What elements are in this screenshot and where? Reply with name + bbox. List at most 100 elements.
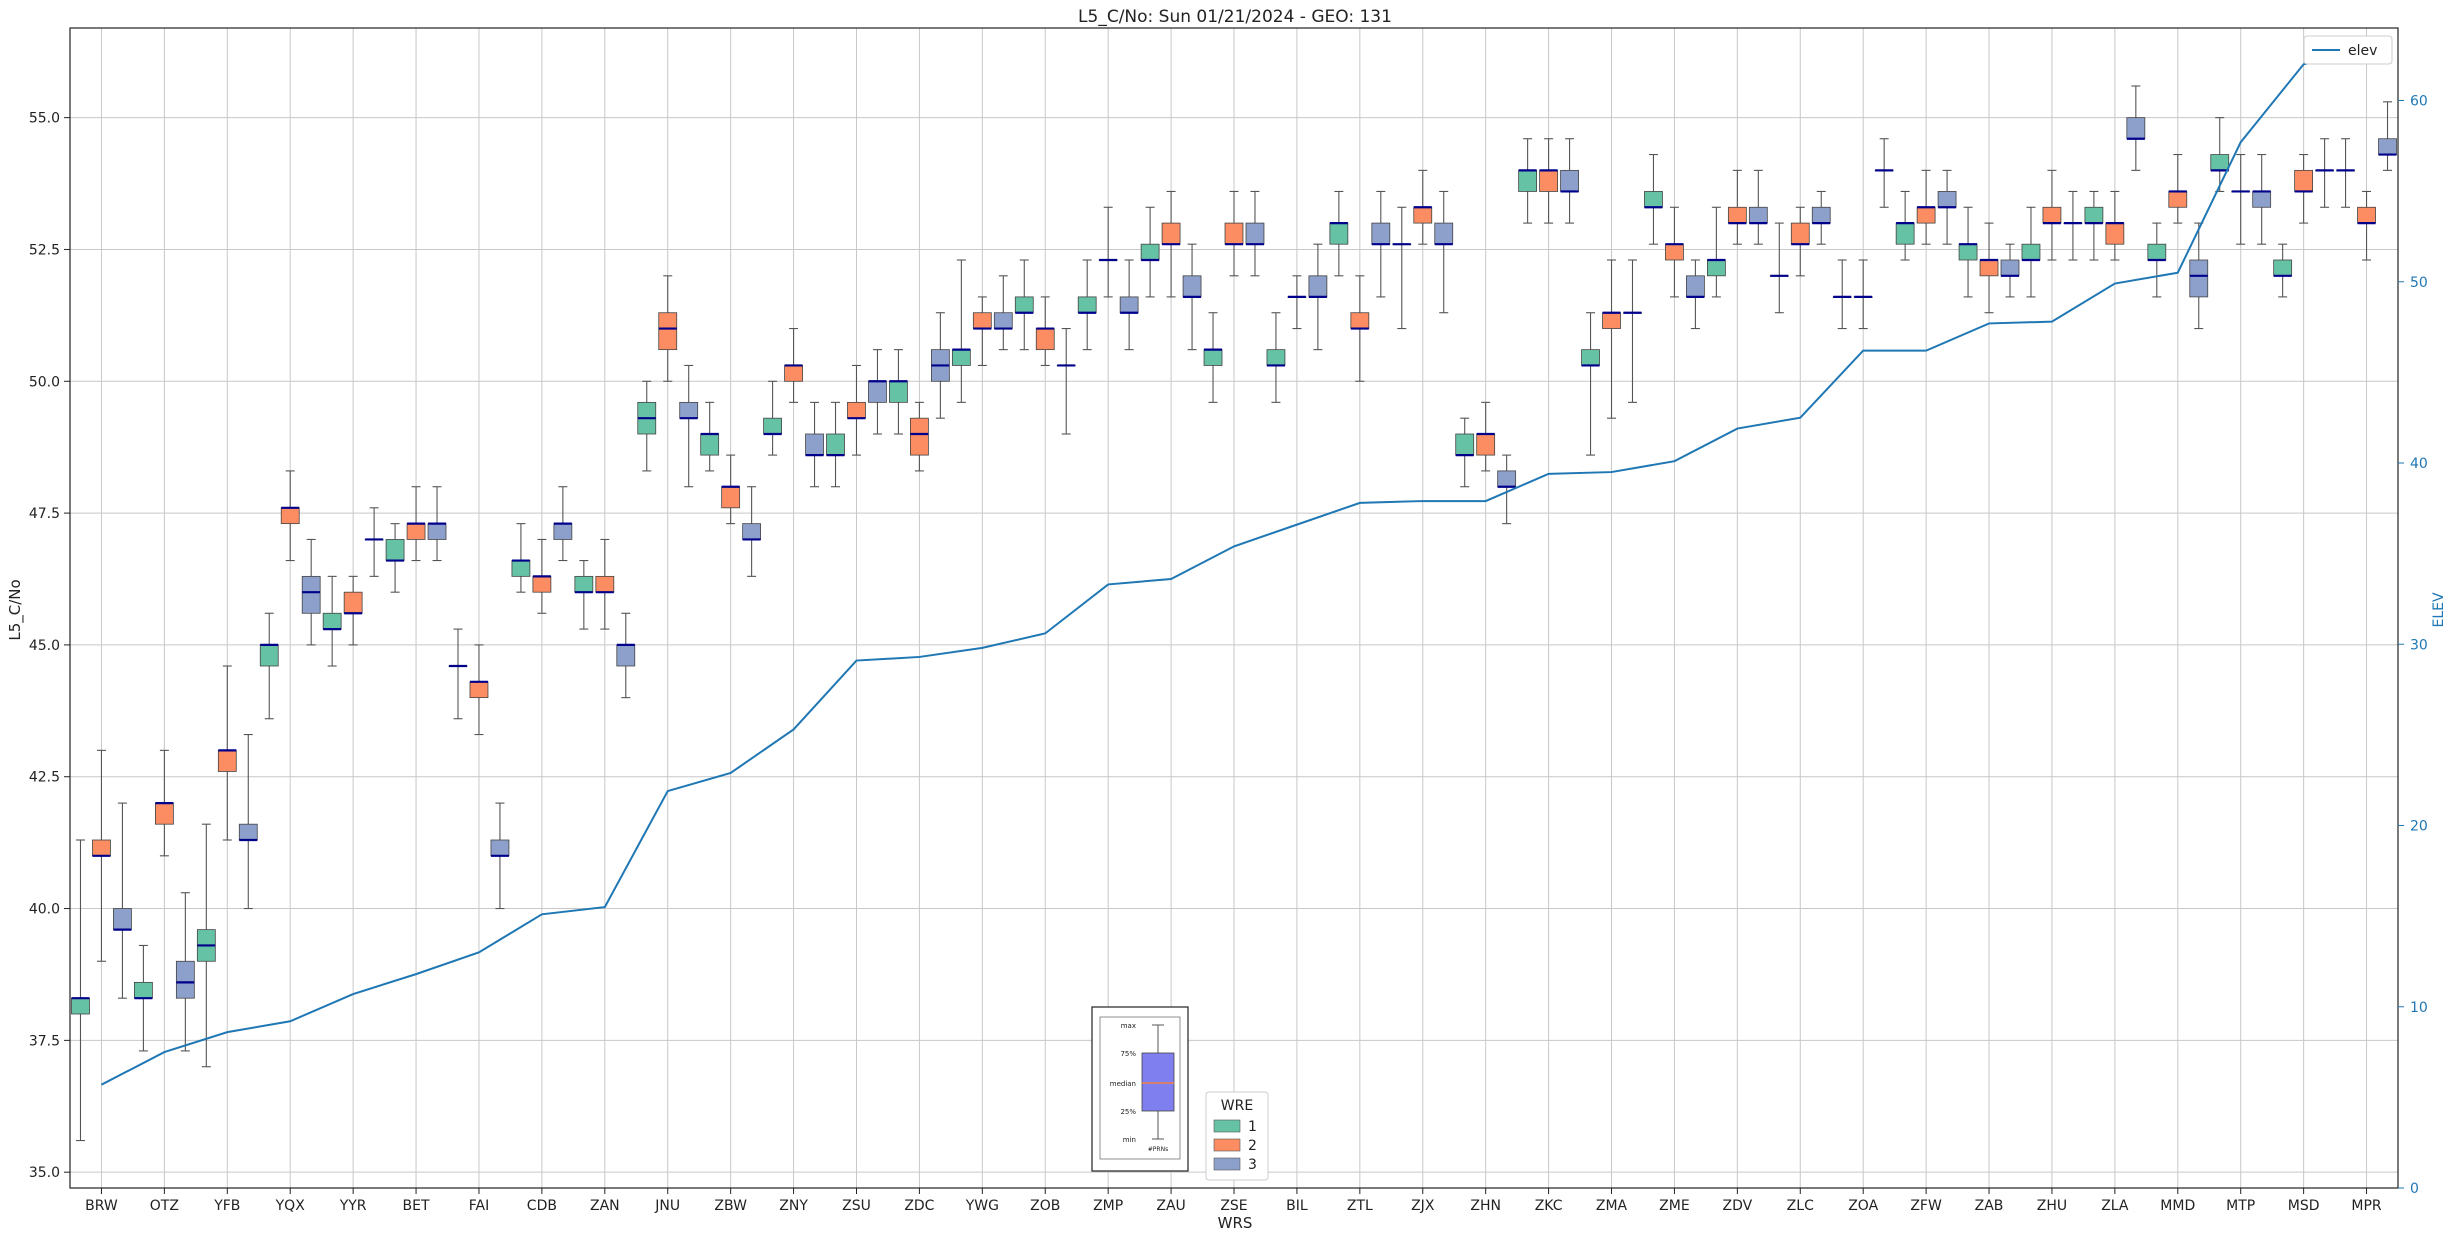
- x-tick-label: BRW: [85, 1198, 118, 1214]
- box-group: [763, 380, 782, 456]
- x-tick-label: OTZ: [150, 1198, 179, 1214]
- box-iqr: [742, 523, 762, 540]
- box-iqr: [2147, 243, 2167, 261]
- y2-tick-label: 40: [2410, 456, 2428, 472]
- legend-swatch: [1213, 1138, 1241, 1152]
- box-group: [113, 802, 132, 999]
- box-iqr: [71, 997, 90, 1015]
- box-group: [1623, 259, 1642, 403]
- box-iqr: [1413, 206, 1433, 224]
- y-tick-label: 52.5: [29, 242, 60, 258]
- box-group: [1665, 206, 1684, 298]
- box-group: [2231, 153, 2251, 245]
- box-group: [1140, 206, 1160, 298]
- legend-swatch: [1213, 1119, 1241, 1133]
- axes-layer: BRW OTZ YFB YQX YYR BET FAI CDB ZAN JNU ZBW ZNY ZSU Z…: [29, 94, 2428, 1215]
- box-group: [364, 507, 384, 577]
- box-group: [385, 523, 405, 593]
- x-tick-label: ZLA: [2101, 1198, 2129, 1214]
- box-group: [343, 575, 363, 646]
- y-tick-label: 40.0: [29, 902, 60, 918]
- box-group: [1014, 259, 1034, 351]
- x-tick-label: CDB: [527, 1198, 557, 1214]
- legend-title: WRE: [1221, 1098, 1253, 1114]
- legend-swatch: [1213, 1157, 1241, 1171]
- box-iqr: [1916, 206, 1936, 224]
- box-group: [2189, 222, 2209, 330]
- x-tick-label: ZDV: [1722, 1198, 1752, 1214]
- x-tick-label: ZTL: [1347, 1198, 1373, 1214]
- box-key-inset: max 75% median 25% min #PRNs: [1091, 1006, 1189, 1172]
- box-iqr: [1937, 191, 1957, 208]
- box-group: [1979, 222, 1999, 314]
- box-group: [1455, 417, 1475, 488]
- y2-tick-label: 30: [2410, 637, 2428, 653]
- box-group: [784, 327, 803, 403]
- box-group: [217, 665, 237, 841]
- key-label: 75%: [1120, 1050, 1136, 1058]
- box-group: [448, 628, 468, 720]
- box-iqr: [2210, 154, 2230, 171]
- box-iqr: [2189, 259, 2209, 298]
- box-iqr: [1161, 222, 1181, 245]
- box-iqr: [1266, 349, 1286, 366]
- box-iqr: [259, 644, 279, 667]
- box-group: [1686, 259, 1705, 330]
- box-group: [2000, 243, 2020, 298]
- legend-elev-label: elev: [2348, 43, 2377, 59]
- box-group: [2042, 169, 2062, 261]
- box-group: [1203, 312, 1223, 403]
- box-iqr: [385, 539, 405, 561]
- x-tick-label: JNU: [654, 1198, 680, 1214]
- box-group: [1476, 401, 1496, 472]
- box-iqr: [679, 401, 699, 419]
- box-group: [1874, 138, 1894, 208]
- box-iqr: [92, 839, 111, 857]
- box-iqr: [1350, 312, 1370, 329]
- box-iqr: [1748, 206, 1768, 224]
- box-group: [1748, 169, 1768, 245]
- box-group: [2315, 138, 2334, 208]
- x-tick-label: ZOB: [1030, 1198, 1060, 1214]
- y-tick-label: 35.0: [29, 1165, 60, 1181]
- box-group: [574, 559, 594, 630]
- box-group: [1790, 206, 1810, 277]
- box-iqr: [154, 802, 174, 825]
- box-iqr: [280, 507, 300, 525]
- box-iqr: [1434, 222, 1454, 245]
- box-group: [134, 944, 153, 1052]
- box-group: [532, 538, 552, 614]
- box-iqr: [1014, 296, 1034, 314]
- box-group: [1245, 190, 1265, 277]
- box-iqr: [1308, 275, 1328, 298]
- x-tick-label: MMD: [2160, 1198, 2195, 1214]
- x-tick-label: ZDC: [904, 1198, 934, 1214]
- box-iqr: [1811, 206, 1831, 224]
- box-group: [2084, 190, 2104, 261]
- box-group: [1182, 243, 1202, 351]
- box-iqr: [1958, 243, 1978, 261]
- key-box: [1141, 1052, 1175, 1112]
- y2-tick-label: 10: [2410, 1000, 2428, 1016]
- box-iqr: [951, 349, 971, 366]
- box-group: [1958, 206, 1978, 298]
- box-iqr: [574, 575, 594, 593]
- box-group: [322, 575, 342, 667]
- box-group: [259, 612, 279, 720]
- x-tick-label: ZKC: [1535, 1198, 1563, 1214]
- x-tick-label: YQX: [275, 1198, 306, 1214]
- box-group: [2126, 85, 2146, 171]
- box-group: [1161, 190, 1181, 298]
- box-iqr: [553, 523, 573, 540]
- box-group: [1434, 190, 1454, 314]
- box-group: [1497, 454, 1517, 525]
- x-tick-label: MSD: [2288, 1198, 2320, 1214]
- box-iqr: [113, 908, 132, 931]
- box-group: [1644, 153, 1663, 245]
- box-iqr: [2000, 259, 2020, 277]
- box-iqr: [2252, 191, 2272, 208]
- box-iqr: [972, 312, 992, 329]
- y-tick-label: 37.5: [29, 1033, 60, 1049]
